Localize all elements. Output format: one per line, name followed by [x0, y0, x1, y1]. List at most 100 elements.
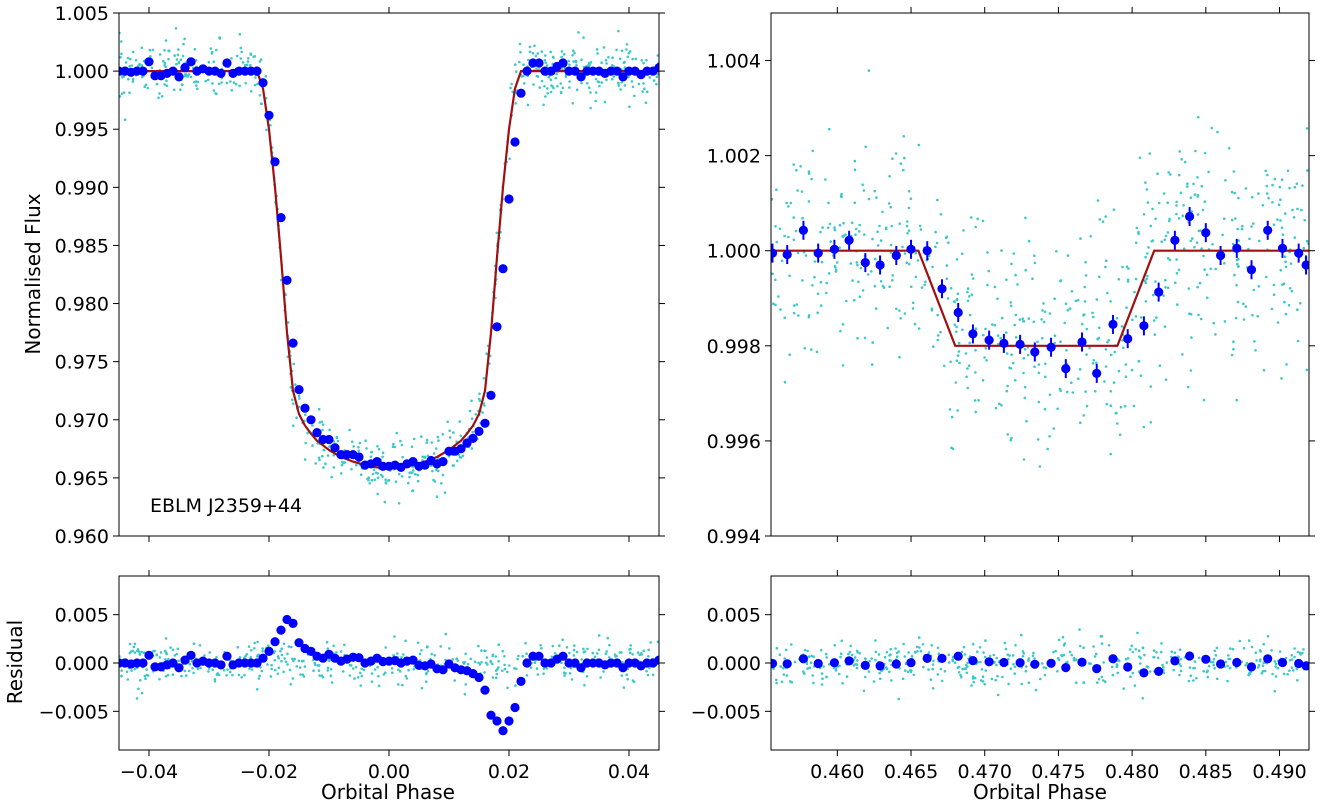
raw-point: [248, 667, 251, 670]
raw-point: [292, 424, 295, 428]
raw-point: [1107, 643, 1111, 647]
raw-point: [974, 348, 977, 352]
raw-point: [551, 644, 555, 648]
raw-point: [1231, 647, 1235, 651]
raw-point: [461, 454, 465, 458]
raw-point: [1137, 359, 1141, 363]
raw-point: [629, 644, 632, 647]
raw-point: [1152, 319, 1156, 322]
raw-point: [128, 642, 132, 646]
raw-point: [316, 664, 320, 667]
raw-point: [1005, 389, 1009, 393]
xlabel-right: Orbital Phase: [973, 780, 1107, 804]
raw-point: [572, 49, 575, 52]
raw-point: [783, 234, 786, 238]
raw-point: [545, 667, 549, 670]
raw-point: [955, 359, 959, 363]
raw-point: [306, 431, 309, 435]
raw-point: [215, 656, 218, 659]
raw-point: [927, 254, 931, 258]
binned-point: [570, 66, 580, 76]
binned-point: [1015, 658, 1025, 668]
raw-point: [1131, 318, 1134, 322]
raw-point: [1014, 273, 1017, 277]
raw-point: [564, 75, 568, 79]
raw-point: [922, 665, 925, 669]
raw-point: [291, 657, 294, 661]
raw-point: [858, 652, 861, 655]
raw-point: [199, 666, 202, 670]
raw-point: [120, 92, 124, 96]
raw-point: [588, 61, 591, 65]
raw-point: [849, 644, 852, 648]
raw-point: [802, 670, 805, 673]
raw-point: [536, 673, 540, 676]
raw-point: [194, 80, 198, 83]
raw-point: [974, 410, 978, 414]
raw-point: [518, 42, 522, 46]
raw-point: [1106, 291, 1109, 295]
raw-point: [183, 37, 186, 41]
raw-point: [838, 664, 841, 668]
raw-point: [182, 42, 185, 46]
raw-point: [435, 495, 439, 499]
raw-point: [1052, 650, 1055, 654]
raw-point: [1097, 678, 1101, 681]
raw-point: [313, 661, 317, 665]
binned-point: [270, 157, 280, 167]
raw-point: [430, 441, 434, 444]
raw-point: [913, 322, 917, 326]
raw-point: [1031, 277, 1034, 281]
raw-point: [1280, 377, 1283, 380]
raw-point: [1064, 302, 1068, 306]
raw-point: [835, 261, 839, 264]
raw-point: [1149, 385, 1153, 388]
x-tick-label: −0.04: [120, 761, 178, 783]
binned-point: [1154, 666, 1164, 677]
raw-point: [838, 223, 842, 227]
raw-point: [560, 50, 564, 53]
raw-point: [1041, 309, 1044, 312]
raw-point: [169, 646, 172, 649]
raw-point: [430, 652, 434, 656]
raw-point: [633, 94, 636, 98]
raw-point: [232, 81, 236, 84]
raw-point: [1168, 258, 1172, 262]
raw-point: [855, 649, 859, 653]
raw-point: [1077, 377, 1080, 381]
raw-point: [1193, 245, 1196, 249]
raw-point: [797, 314, 800, 317]
raw-point: [1116, 671, 1119, 675]
raw-point: [1115, 665, 1119, 668]
raw-point: [841, 364, 845, 367]
raw-point: [643, 87, 646, 90]
raw-point: [1242, 318, 1246, 321]
raw-point: [128, 65, 131, 68]
raw-point: [370, 680, 374, 683]
raw-point: [990, 677, 994, 681]
raw-point: [1033, 254, 1036, 257]
raw-point: [577, 31, 580, 34]
raw-point: [184, 73, 188, 77]
raw-point: [1100, 675, 1104, 679]
raw-point: [883, 656, 887, 659]
raw-point: [998, 402, 1001, 406]
raw-point: [903, 655, 907, 658]
raw-point: [898, 355, 901, 359]
raw-point: [563, 666, 566, 670]
raw-point: [879, 239, 883, 242]
raw-point: [583, 684, 586, 687]
raw-point: [970, 273, 974, 276]
raw-point: [367, 478, 370, 482]
raw-point: [1152, 655, 1155, 659]
raw-point: [171, 673, 175, 676]
raw-point: [140, 650, 144, 654]
raw-point: [509, 86, 512, 90]
raw-point: [522, 63, 525, 66]
raw-point: [148, 48, 152, 52]
raw-point: [327, 659, 331, 663]
raw-point: [947, 653, 950, 657]
raw-point: [856, 659, 859, 662]
raw-point: [544, 95, 547, 98]
raw-point: [889, 205, 892, 209]
